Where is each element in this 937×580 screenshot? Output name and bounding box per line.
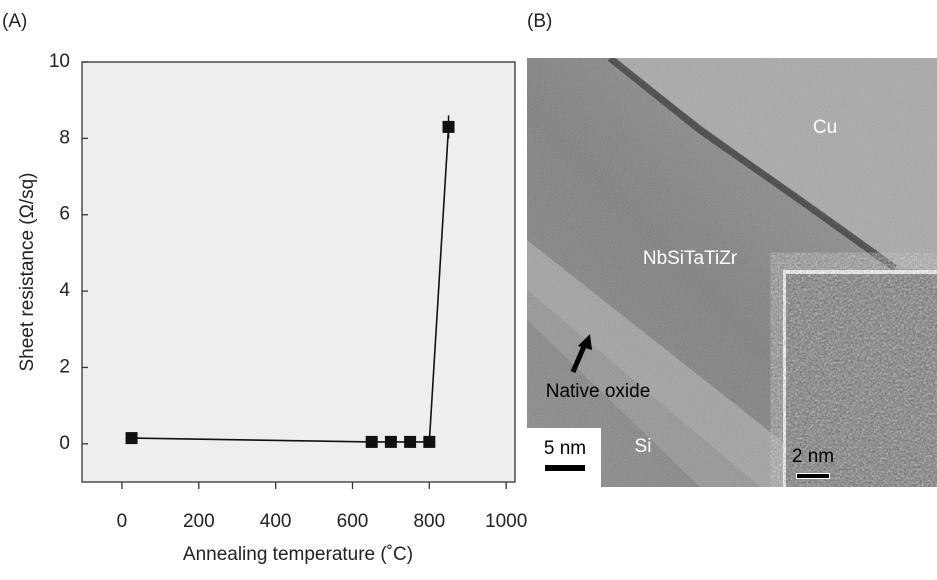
data-point (365, 435, 378, 448)
image-label: NbSiTaTiZr (643, 248, 738, 269)
data-point (442, 120, 455, 133)
y-tick-label: 10 (49, 51, 70, 72)
data-line (131, 126, 450, 443)
x-tick-label: 1000 (485, 511, 527, 532)
scale-label: 2 nm (792, 446, 834, 467)
plot: 0 2 4 6 8 10 0 200 400 600 800 1000 (49, 51, 527, 532)
x-tick-label: 600 (337, 511, 369, 532)
data-point (423, 435, 436, 448)
x-tick-label: 400 (260, 511, 292, 532)
x-tick-label: 200 (183, 511, 215, 532)
y-tick-label: 4 (59, 280, 70, 301)
data-point (125, 432, 138, 445)
scale-label: 5 nm (544, 438, 586, 459)
tem-image (527, 58, 937, 487)
x-tick-label: 0 (117, 511, 128, 532)
y-tick-label: 2 (59, 356, 70, 377)
y-axis-label: Sheet resistance (Ω/sq) (17, 172, 38, 371)
image-label: Native oxide (546, 381, 651, 402)
image-label: Si (635, 436, 652, 457)
x-axis-label: Annealing temperature (˚C) (183, 544, 413, 565)
data-point (404, 435, 417, 448)
x-tick-label: 800 (413, 511, 445, 532)
image-label: Cu (813, 117, 837, 138)
panel-label: (B) (527, 11, 552, 32)
y-tick-label: 0 (59, 433, 70, 454)
y-tick-label: 6 (59, 204, 70, 225)
y-tick-label: 8 (59, 127, 70, 148)
data-point (384, 435, 397, 448)
panel-label: (A) (2, 11, 27, 32)
